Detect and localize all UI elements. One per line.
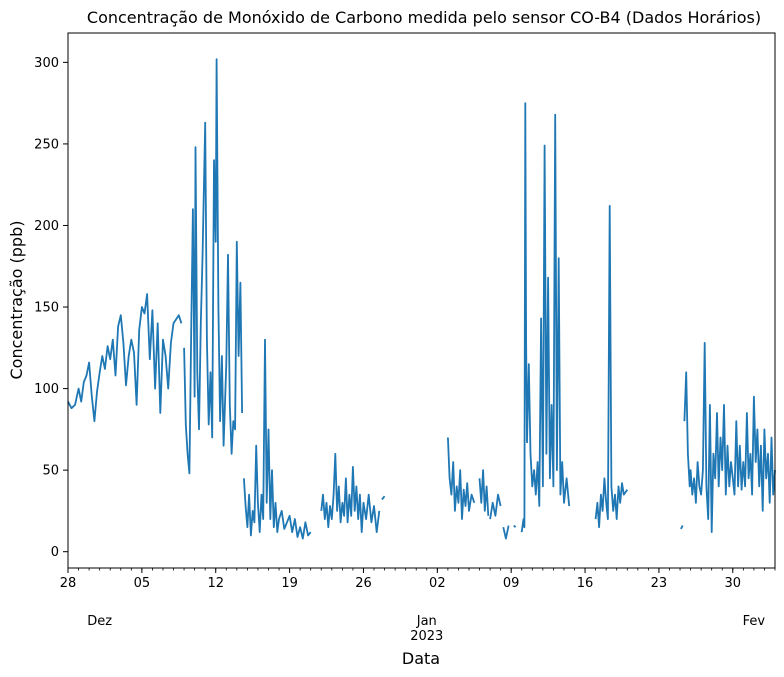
series-line-segment bbox=[683, 342, 776, 533]
x-tick-label: 30 bbox=[725, 576, 742, 591]
series-line-segment bbox=[381, 495, 386, 501]
plot-area bbox=[68, 33, 775, 568]
series-line-segment bbox=[513, 524, 517, 528]
y-axis-label: Concentração (ppb) bbox=[7, 221, 26, 380]
series-line-segment bbox=[320, 452, 381, 533]
series-line-segment bbox=[680, 525, 684, 530]
series-line-segment bbox=[489, 493, 502, 520]
series-line-segment bbox=[520, 102, 571, 533]
series-line-segment bbox=[243, 338, 312, 540]
x-tick-label: 26 bbox=[355, 576, 372, 591]
x-tick-label: 16 bbox=[577, 576, 594, 591]
y-tick-label: 0 bbox=[51, 545, 59, 560]
y-tick-label: 300 bbox=[34, 56, 59, 71]
series-line-segment bbox=[67, 293, 183, 423]
x-month-label: Jan bbox=[416, 614, 437, 629]
y-axis: 0 50 100 150 200 250 300 bbox=[34, 56, 68, 560]
x-tick-label: 09 bbox=[503, 576, 520, 591]
series-line-segment bbox=[447, 437, 476, 520]
chart-title: Concentração de Monóxido de Carbono medi… bbox=[87, 8, 761, 27]
x-tick-label: 23 bbox=[651, 576, 668, 591]
plot-frame bbox=[67, 32, 776, 569]
x-month-label: Fev bbox=[743, 614, 766, 629]
y-tick-label: 150 bbox=[34, 301, 59, 316]
y-tick-label: 250 bbox=[34, 137, 59, 152]
series-line-segment bbox=[502, 525, 510, 540]
x-tick-label: 28 bbox=[60, 576, 77, 591]
x-tick-label: 12 bbox=[207, 576, 224, 591]
x-tick-label: 19 bbox=[281, 576, 298, 591]
series-line-segment bbox=[183, 58, 243, 475]
x-axis-label: Data bbox=[402, 649, 440, 668]
data-lines bbox=[67, 58, 776, 540]
x-tick-label: 02 bbox=[429, 576, 446, 591]
x-tick-label: 05 bbox=[134, 576, 151, 591]
x-year-label: 2023 bbox=[410, 629, 443, 644]
series-line-segment bbox=[478, 469, 490, 516]
x-month-label: Dez bbox=[87, 614, 112, 629]
y-tick-label: 100 bbox=[34, 382, 59, 397]
y-tick-label: 200 bbox=[34, 219, 59, 234]
y-tick-label: 50 bbox=[42, 464, 59, 479]
series-line-segment bbox=[594, 205, 629, 529]
